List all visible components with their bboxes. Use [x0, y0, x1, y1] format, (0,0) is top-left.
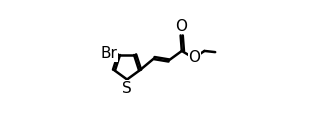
Text: S: S	[122, 81, 132, 96]
Text: O: O	[175, 19, 188, 34]
Text: Br: Br	[100, 46, 117, 61]
Text: O: O	[188, 50, 200, 65]
